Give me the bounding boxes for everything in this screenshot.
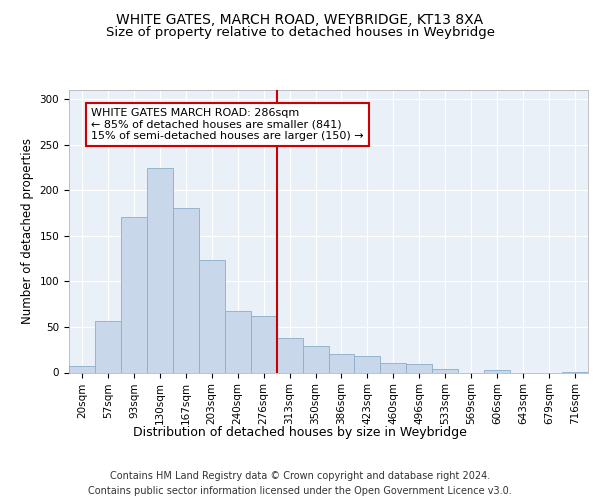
Text: Contains public sector information licensed under the Open Government Licence v3: Contains public sector information licen… — [88, 486, 512, 496]
Bar — [302, 346, 329, 372]
Bar — [225, 310, 251, 372]
Bar — [147, 168, 173, 372]
Bar — [173, 208, 199, 372]
Bar — [251, 316, 277, 372]
Bar — [95, 320, 121, 372]
Bar — [199, 260, 224, 372]
Bar — [121, 216, 147, 372]
Text: WHITE GATES MARCH ROAD: 286sqm
← 85% of detached houses are smaller (841)
15% of: WHITE GATES MARCH ROAD: 286sqm ← 85% of … — [91, 108, 364, 142]
Text: Size of property relative to detached houses in Weybridge: Size of property relative to detached ho… — [106, 26, 494, 39]
Text: WHITE GATES, MARCH ROAD, WEYBRIDGE, KT13 8XA: WHITE GATES, MARCH ROAD, WEYBRIDGE, KT13… — [116, 12, 484, 26]
Bar — [433, 369, 458, 372]
Bar — [355, 356, 380, 372]
Y-axis label: Number of detached properties: Number of detached properties — [21, 138, 34, 324]
Text: Distribution of detached houses by size in Weybridge: Distribution of detached houses by size … — [133, 426, 467, 439]
Bar — [484, 370, 510, 372]
Bar — [69, 366, 95, 372]
Bar — [277, 338, 302, 372]
Bar — [380, 364, 406, 372]
Bar — [329, 354, 355, 372]
Bar — [406, 364, 432, 372]
Text: Contains HM Land Registry data © Crown copyright and database right 2024.: Contains HM Land Registry data © Crown c… — [110, 471, 490, 481]
